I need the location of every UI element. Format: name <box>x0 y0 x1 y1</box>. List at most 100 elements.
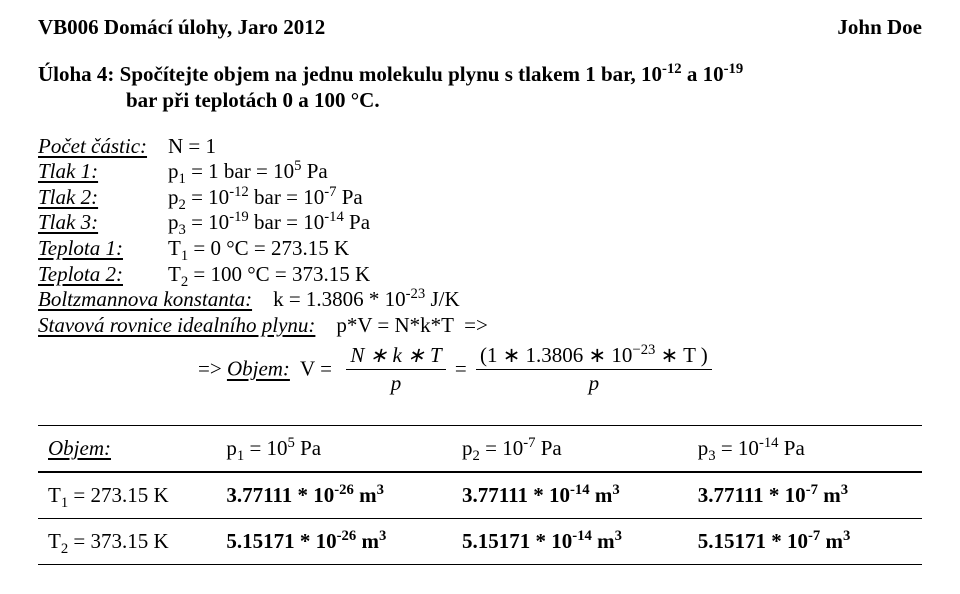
t: Pa <box>336 185 362 209</box>
cell: 5.15171 * 10-14 m3 <box>452 518 688 564</box>
t: ∗ T ) <box>655 343 707 367</box>
t: -7 <box>808 528 820 544</box>
t: T <box>168 236 181 260</box>
arrow-label: Objem: <box>227 357 290 381</box>
t: -14 <box>324 209 344 225</box>
t: Pa <box>295 436 321 460</box>
t: p <box>391 371 402 395</box>
t: 3 <box>708 448 715 464</box>
t: -19 <box>229 209 249 225</box>
def-state: Stavová rovnice idealního plynu: p*V = N… <box>38 313 922 339</box>
cell: 3.77111 * 10-26 m3 <box>216 472 452 519</box>
t: p <box>168 185 179 209</box>
t: = 10 <box>186 185 229 209</box>
t: -7 <box>806 482 818 498</box>
table-row: T2 = 373.15 K 5.15171 * 10-26 m3 5.15171… <box>38 518 922 564</box>
t: 3 <box>377 482 384 498</box>
def-tep2-label: Teplota 2: <box>38 262 168 288</box>
page: VB006 Domácí úlohy, Jaro 2012 John Doe Ú… <box>0 0 960 594</box>
t: 5 <box>288 435 295 451</box>
t: 3 <box>843 528 850 544</box>
def-tep2-val: T2 = 100 °C = 373.15 K <box>168 262 370 288</box>
t: p <box>226 436 237 460</box>
task-exp-a: -12 <box>662 61 682 77</box>
t: m <box>590 483 613 507</box>
frac-nkt-p: N ∗ k ∗ T p <box>342 344 449 394</box>
cell: 3.77111 * 10-7 m3 <box>688 472 922 519</box>
cell-p2: p2 = 10-7 Pa <box>452 425 688 472</box>
def-tlak3-label: Tlak 3: <box>38 210 168 236</box>
t: T <box>168 262 181 286</box>
t: -12 <box>229 184 249 200</box>
def-particles-label: Počet částic: <box>38 134 168 160</box>
t: 3 <box>612 482 619 498</box>
t: 2 <box>473 448 480 464</box>
def-particles-val: N = 1 <box>168 134 216 160</box>
results-table: Objem: p1 = 105 Pa p2 = 10-7 Pa p3 = 10-… <box>38 425 922 565</box>
t: = 273.15 K <box>68 483 169 507</box>
def-particles: Počet částic: N = 1 <box>38 134 922 160</box>
cell-t2: T2 = 373.15 K <box>38 518 216 564</box>
frac-numeric: (1 ∗ 1.3806 ∗ 10−23 ∗ T ) p <box>472 344 716 394</box>
t: −23 <box>632 342 655 358</box>
cell-objem-label: Objem: <box>38 425 216 472</box>
t: 5.15171 * 10 <box>462 529 572 553</box>
cell-t1: T1 = 273.15 K <box>38 472 216 519</box>
t: = 0 °C = 273.15 K <box>188 236 349 260</box>
t: -14 <box>759 435 779 451</box>
def-tlak2-val: p2 = 10-12 bar = 10-7 Pa <box>168 185 363 211</box>
table-row: Objem: p1 = 105 Pa p2 = 10-7 Pa p3 = 10-… <box>38 425 922 472</box>
t: -7 <box>523 435 535 451</box>
t: p <box>462 436 473 460</box>
t: Pa <box>535 436 561 460</box>
t: = 1 bar = 10 <box>186 159 294 183</box>
t: 3.77111 * 10 <box>226 483 334 507</box>
def-state-label: Stavová rovnice idealního plynu: <box>38 313 315 337</box>
header-right: John Doe <box>837 16 922 39</box>
def-tep1-val: T1 = 0 °C = 273.15 K <box>168 236 349 262</box>
t: N ∗ k ∗ T <box>350 343 441 367</box>
def-tlak1-val: p1 = 1 bar = 105 Pa <box>168 159 328 185</box>
def-tlak3: Tlak 3: p3 = 10-19 bar = 10-14 Pa <box>38 210 922 236</box>
t: = 10 <box>716 436 759 460</box>
table-row: T1 = 273.15 K 3.77111 * 10-26 m3 3.77111… <box>38 472 922 519</box>
page-header: VB006 Domácí úlohy, Jaro 2012 John Doe <box>38 16 922 39</box>
cell-p3: p3 = 10-14 Pa <box>688 425 922 472</box>
def-tlak3-val: p3 = 10-19 bar = 10-14 Pa <box>168 210 370 236</box>
t: p <box>589 371 600 395</box>
task-line1-a: Úloha 4: Spočítejte objem na jednu molek… <box>38 62 662 86</box>
def-boltz-val: k = 1.3806 * 10-23 J/K <box>257 287 459 311</box>
cell: 5.15171 * 10-26 m3 <box>216 518 452 564</box>
frac-den: p <box>346 369 445 395</box>
task-line2: bar při teplotách 0 a 100 °C. <box>38 88 380 112</box>
frac-den2: p <box>476 369 712 395</box>
t: = 373.15 K <box>68 529 169 553</box>
t: 5.15171 * 10 <box>698 529 808 553</box>
t: = 10 <box>480 436 523 460</box>
def-tep1-label: Teplota 1: <box>38 236 168 262</box>
t: 3.77111 * 10 <box>698 483 806 507</box>
t: 3 <box>841 482 848 498</box>
task-exp-b: -19 <box>724 61 744 77</box>
t: T <box>48 483 61 507</box>
def-tep2: Teplota 2: T2 = 100 °C = 373.15 K <box>38 262 922 288</box>
cell: 3.77111 * 10-14 m3 <box>452 472 688 519</box>
t: p <box>698 436 709 460</box>
def-boltz-label: Boltzmannova konstanta: <box>38 287 252 311</box>
t: m <box>820 529 843 553</box>
t: 5.15171 * 10 <box>226 529 336 553</box>
definitions: Počet částic: N = 1 Tlak 1: p1 = 1 bar =… <box>38 134 922 395</box>
cell: 5.15171 * 10-7 m3 <box>688 518 922 564</box>
t: -26 <box>337 528 357 544</box>
t: Pa <box>779 436 805 460</box>
t: m <box>354 483 377 507</box>
def-tlak1: Tlak 1: p1 = 1 bar = 105 Pa <box>38 159 922 185</box>
t: m <box>592 529 615 553</box>
t: = 10 <box>186 210 229 234</box>
t: m <box>356 529 379 553</box>
t: Pa <box>301 159 327 183</box>
def-boltz: Boltzmannova konstanta: k = 1.3806 * 10-… <box>38 287 922 313</box>
def-tlak2: Tlak 2: p2 = 10-12 bar = 10-7 Pa <box>38 185 922 211</box>
t: -7 <box>324 184 336 200</box>
t: 3 <box>615 528 622 544</box>
